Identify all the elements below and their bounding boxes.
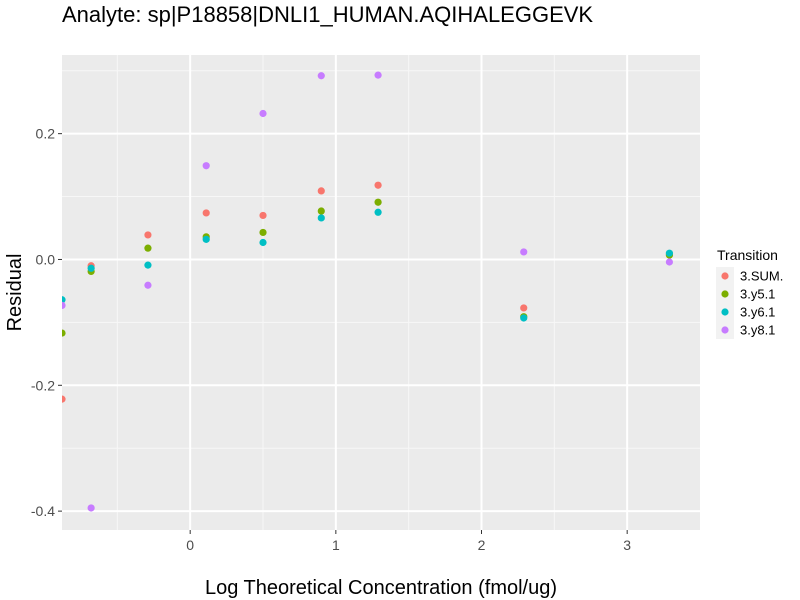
data-point: [62, 296, 66, 304]
y-tick-label: -0.2: [31, 377, 55, 393]
legend-label: 3.y8.1: [740, 323, 775, 338]
data-point: [374, 71, 382, 79]
data-point: [259, 238, 267, 247]
major-gridlines: [62, 55, 700, 530]
data-point: [520, 314, 528, 322]
legend-swatch: [721, 308, 729, 316]
data-point: [259, 211, 267, 220]
data-point: [520, 304, 528, 312]
data-point: [87, 504, 95, 512]
legend-title: Transition: [717, 247, 778, 263]
data-point: [62, 329, 66, 337]
data-point: [144, 244, 152, 252]
data-point: [520, 248, 528, 256]
data-point: [317, 214, 325, 222]
data-point: [144, 281, 152, 289]
legend-label: 3.y6.1: [740, 305, 775, 320]
x-tick-label: 3: [623, 537, 631, 553]
y-tick-label: 0.0: [36, 251, 56, 267]
data-point: [259, 109, 267, 118]
tick-labels: 0 1 2 3 -0.4 -0.2 0.0 0.2: [31, 126, 631, 553]
axis-ticks: [58, 133, 628, 534]
data-point: [665, 249, 674, 257]
data-point: [202, 235, 210, 243]
data-point: [317, 207, 325, 215]
data-point: [259, 228, 267, 237]
legend-label: 3.y5.1: [740, 287, 775, 302]
data-point: [87, 264, 95, 272]
data-point: [144, 231, 152, 239]
data-point: [62, 395, 66, 403]
y-tick-label: 0.2: [36, 126, 56, 142]
y-axis-title: Residual: [4, 254, 26, 332]
x-tick-label: 1: [332, 537, 340, 553]
data-point: [62, 301, 66, 309]
legend: Transition 3.SUM. 3.y5.1 3.y6.1 3.y8.1: [716, 247, 783, 339]
data-point: [374, 208, 382, 216]
data-point: [317, 187, 325, 195]
x-tick-label: 2: [478, 537, 486, 553]
plot-panel: [62, 55, 700, 530]
chart-title: Analyte: sp|P18858|DNLI1_HUMAN.AQIHALEGG…: [62, 2, 594, 27]
data-point: [374, 198, 382, 206]
data-point: [317, 72, 325, 80]
data-point: [202, 162, 210, 170]
x-tick-label: 0: [186, 537, 194, 553]
legend-swatch: [721, 272, 729, 280]
data-point: [665, 258, 674, 266]
data-point: [202, 209, 210, 217]
legend-swatch: [721, 290, 729, 298]
y-tick-label: -0.4: [31, 503, 55, 519]
legend-swatch: [721, 326, 729, 334]
legend-label: 3.SUM.: [740, 269, 783, 284]
data-points: [62, 71, 674, 512]
x-axis-title: Log Theoretical Concentration (fmol/ug): [205, 577, 557, 599]
data-point: [144, 261, 152, 269]
data-point: [374, 181, 382, 189]
